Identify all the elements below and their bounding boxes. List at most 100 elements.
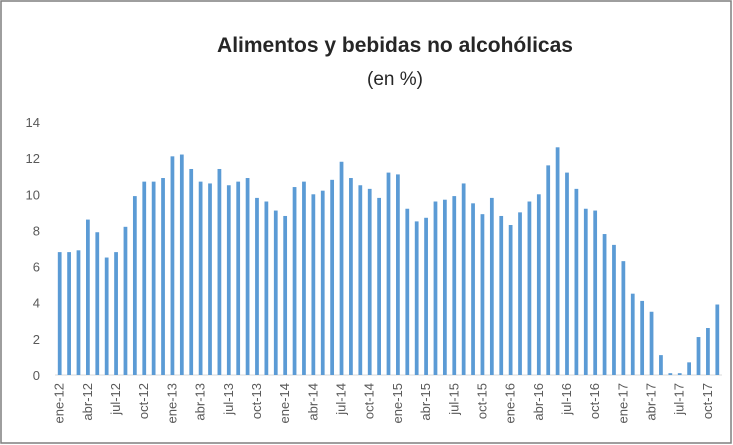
bar: [499, 215, 504, 375]
bar: [255, 197, 259, 375]
bar: [367, 188, 372, 375]
bar: [226, 185, 231, 375]
bar: [696, 337, 701, 375]
bar: [706, 328, 710, 375]
bar: [142, 181, 147, 375]
x-tick-label: jul-16: [559, 383, 574, 416]
x-tick-label: oct-12: [136, 383, 151, 419]
x-tick-label: ene-15: [390, 383, 405, 423]
bar: [320, 190, 325, 375]
bar: [132, 196, 137, 375]
bar: [358, 185, 363, 375]
bar: [95, 232, 100, 375]
bar: [433, 201, 438, 375]
x-tick-label: jul-14: [334, 383, 349, 416]
bar: [104, 257, 109, 375]
bar: [86, 219, 90, 375]
bar: [536, 194, 541, 375]
y-tick-label: 10: [26, 187, 40, 202]
bar: [273, 210, 278, 375]
bar: [574, 188, 579, 375]
bar: [339, 161, 344, 375]
bar: [442, 199, 447, 375]
x-tick-label: jul-12: [108, 383, 123, 416]
bar: [396, 174, 400, 375]
bar: [659, 355, 663, 375]
bar: [386, 172, 391, 375]
bar: [640, 300, 645, 375]
bar: [208, 183, 212, 375]
bar: [189, 168, 194, 375]
x-tick-label: ene-14: [277, 383, 292, 423]
bar: [377, 197, 381, 375]
bar: [179, 154, 184, 375]
x-tick-label: ene-16: [503, 383, 518, 423]
x-tick-label: abr-15: [418, 383, 433, 421]
bar: [565, 172, 569, 375]
bar: [292, 187, 297, 375]
y-tick-label: 0: [33, 368, 40, 383]
x-tick-label: oct-14: [362, 383, 377, 419]
x-tick-label: abr-13: [193, 383, 208, 421]
bar: [76, 250, 81, 375]
x-tick-label: jul-17: [672, 383, 687, 416]
x-tick-label: jul-15: [446, 383, 461, 416]
bar: [612, 244, 616, 375]
bar: [198, 181, 203, 375]
x-tick-label: abr-12: [80, 383, 95, 421]
x-tick-label: jul-13: [221, 383, 236, 416]
bar: [283, 215, 288, 375]
chart-title: Alimentos y bebidas no alcohólicas: [217, 34, 573, 57]
bar: [461, 183, 466, 375]
bar: [527, 201, 532, 375]
y-tick-label: 14: [26, 115, 40, 130]
x-tick-label: oct-15: [474, 383, 489, 419]
bar: [349, 178, 353, 375]
x-tick-label: abr-16: [531, 383, 546, 421]
bar: [621, 261, 626, 375]
bar: [602, 234, 607, 375]
bar: [123, 226, 128, 375]
bar: [715, 304, 720, 375]
x-tick-label: ene-17: [615, 383, 630, 423]
bar: [452, 196, 457, 375]
bar: [161, 178, 165, 375]
y-tick-label: 6: [33, 260, 40, 275]
bar: [311, 194, 316, 375]
bar: [593, 210, 598, 375]
bar: [170, 156, 175, 375]
x-tick-label: ene-13: [164, 383, 179, 423]
bar: [649, 311, 654, 375]
x-tick-label: ene-12: [52, 383, 67, 423]
bar: [546, 165, 551, 375]
y-tick-label: 8: [33, 223, 40, 238]
bar: [687, 362, 691, 375]
bar: [677, 373, 682, 375]
bar: [57, 252, 62, 375]
bar: [405, 208, 410, 375]
bar: [245, 178, 250, 375]
x-tick-label: oct-13: [249, 383, 264, 419]
x-tick-label: abr-14: [305, 383, 320, 421]
bar: [67, 252, 71, 375]
bar: [583, 208, 588, 375]
bar: [302, 181, 306, 375]
bar: [114, 252, 118, 375]
bar: [264, 201, 269, 375]
bar: [489, 197, 494, 375]
bar: [414, 221, 419, 375]
x-tick-label: abr-17: [644, 383, 659, 421]
bar: [555, 147, 560, 375]
x-tick-label: oct-16: [587, 383, 602, 419]
bar: [630, 293, 635, 375]
y-tick-label: 2: [33, 332, 40, 347]
x-tick-label: oct-17: [700, 383, 715, 419]
bar: [151, 181, 156, 375]
bar: [217, 168, 222, 375]
chart-subtitle: (en %): [367, 69, 423, 90]
bar: [480, 214, 485, 375]
bar: [668, 373, 673, 375]
